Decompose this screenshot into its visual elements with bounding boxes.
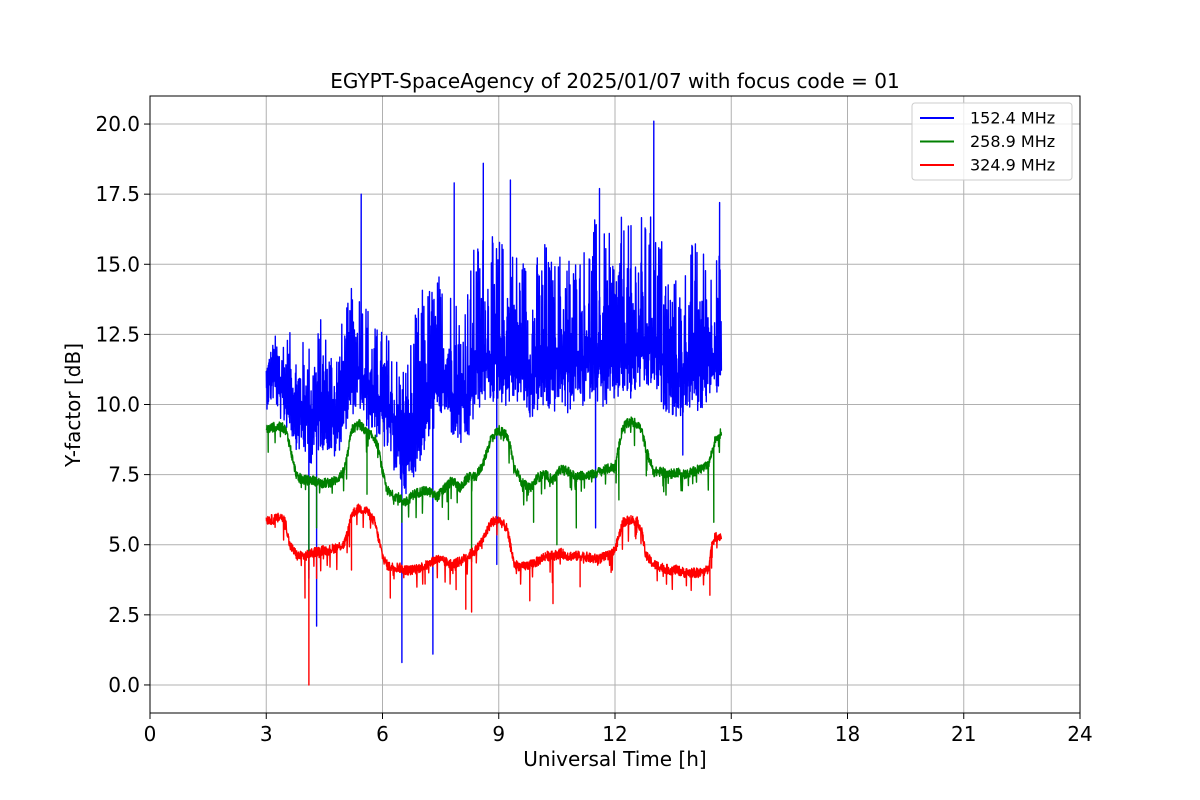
- y-tick-label: 0.0: [108, 673, 140, 697]
- y-tick-label: 10.0: [95, 393, 140, 417]
- x-tick-label: 9: [492, 722, 505, 746]
- y-axis-label: Y-factor [dB]: [61, 343, 85, 468]
- legend-box: [911, 102, 1073, 181]
- y-tick-label: 15.0: [95, 252, 140, 276]
- axis-ticks: 0 3 6 9 12 15 18 21 24 0.0 2.5 5.0 7.5 10.0 12.5 15.0 17…: [95, 112, 1092, 746]
- y-tick-label: 20.0: [95, 112, 140, 136]
- x-tick-label: 21: [951, 722, 976, 746]
- chart-title: EGYPT-SpaceAgency of 2025/01/07 with foc…: [330, 69, 899, 93]
- x-tick-label: 3: [260, 722, 273, 746]
- x-tick-label: 24: [1067, 722, 1092, 746]
- series-line-2: [265, 503, 723, 686]
- x-axis-label: Universal Time [h]: [523, 747, 706, 771]
- y-tick-label: 17.5: [95, 182, 140, 206]
- x-tick-label: 12: [602, 722, 627, 746]
- x-tick-label: 15: [719, 722, 744, 746]
- y-tick-label: 5.0: [108, 533, 140, 557]
- series-line-1: [265, 416, 723, 571]
- legend-entry-label: 258.9 MHz: [970, 132, 1055, 151]
- y-tick-label: 7.5: [108, 463, 140, 487]
- y-tick-label: 12.5: [95, 322, 140, 346]
- y-tick-label: 2.5: [108, 603, 140, 627]
- x-tick-label: 0: [144, 722, 157, 746]
- series-line-0: [265, 120, 723, 664]
- legend-entry-label: 152.4 MHz: [970, 109, 1055, 128]
- series-layer: [265, 120, 723, 686]
- x-tick-label: 18: [835, 722, 860, 746]
- x-tick-label: 6: [376, 722, 389, 746]
- legend: 152.4 MHz 258.9 MHz 324.9 MHz: [911, 102, 1073, 181]
- legend-entry-label: 324.9 MHz: [970, 156, 1055, 175]
